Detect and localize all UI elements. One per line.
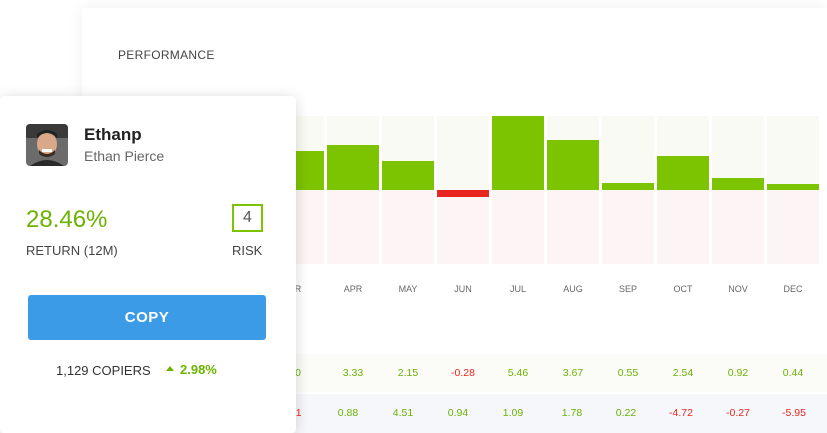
copiers-count: 1,129 COPIERS — [56, 363, 151, 378]
return-value: 28.46% — [26, 206, 108, 233]
performance-value: 2.54 — [672, 367, 694, 379]
month-column-may — [382, 116, 434, 264]
performance-value: 3.33 — [342, 367, 364, 379]
performance-value: -5.95 — [782, 407, 806, 419]
performance-value: 0.92 — [727, 367, 749, 379]
performance-title: PERFORMANCE — [118, 48, 215, 62]
bar-jun[interactable] — [437, 190, 489, 197]
performance-value: 1.78 — [561, 407, 583, 419]
performance-value: 3.67 — [562, 367, 584, 379]
performance-value: -4.72 — [669, 407, 693, 419]
bar-aug[interactable] — [547, 140, 599, 190]
bar-oct[interactable] — [657, 155, 709, 190]
bar-may[interactable] — [382, 160, 434, 190]
performance-value: -0.27 — [726, 407, 750, 419]
performance-value: 5.46 — [507, 367, 529, 379]
month-label-jun: JUN — [454, 284, 472, 294]
performance-value: 0 — [295, 367, 301, 379]
bar-apr[interactable] — [327, 145, 379, 190]
risk-score-badge: 4 — [232, 204, 263, 232]
risk-label: RISK — [232, 243, 263, 258]
performance-value: 0.94 — [447, 407, 469, 419]
month-column-dec — [767, 116, 819, 264]
up-arrow-icon — [166, 366, 174, 372]
bar-nov[interactable] — [712, 177, 764, 190]
performance-value: -0.28 — [451, 367, 475, 379]
month-column-jun — [437, 116, 489, 264]
month-column-jul — [492, 116, 544, 264]
performance-value: 0.44 — [782, 367, 804, 379]
month-label-may: MAY — [398, 284, 418, 294]
month-label-aug: AUG — [563, 284, 583, 294]
month-label-sep: SEP — [618, 284, 637, 294]
trader-full-name: Ethan Pierce — [84, 148, 165, 164]
month-label-apr: APR — [343, 284, 363, 294]
month-label-r: R — [294, 284, 302, 294]
avatar[interactable] — [26, 124, 68, 166]
trader-username[interactable]: Ethanp — [84, 125, 142, 144]
month-label-jul: JUL — [509, 284, 526, 294]
bar-jul[interactable] — [492, 116, 544, 190]
performance-value: 0.88 — [337, 407, 359, 419]
performance-value: 4.51 — [392, 407, 414, 419]
month-column-nov — [712, 116, 764, 264]
month-column-sep — [602, 116, 654, 264]
month-label-dec: DEC — [783, 284, 803, 294]
performance-value: 0.22 — [615, 407, 637, 419]
performance-value: 0.55 — [617, 367, 639, 379]
month-column-oct — [657, 116, 709, 264]
month-label-oct: OCT — [673, 284, 693, 294]
copiers-change: 2.98% — [166, 362, 217, 377]
bar-sep[interactable] — [602, 182, 654, 190]
copiers-change-value: 2.98% — [180, 362, 217, 377]
copy-button[interactable]: COPY — [28, 295, 266, 340]
month-label-nov: NOV — [728, 284, 748, 294]
performance-value: 1.09 — [502, 407, 524, 419]
month-column-apr — [327, 116, 379, 264]
bar-dec[interactable] — [767, 184, 819, 190]
month-column-aug — [547, 116, 599, 264]
performance-value: 2.15 — [397, 367, 419, 379]
return-label: RETURN (12M) — [26, 243, 118, 258]
trader-card[interactable]: Ethanp Ethan Pierce 28.46% RETURN (12M) … — [0, 96, 296, 433]
